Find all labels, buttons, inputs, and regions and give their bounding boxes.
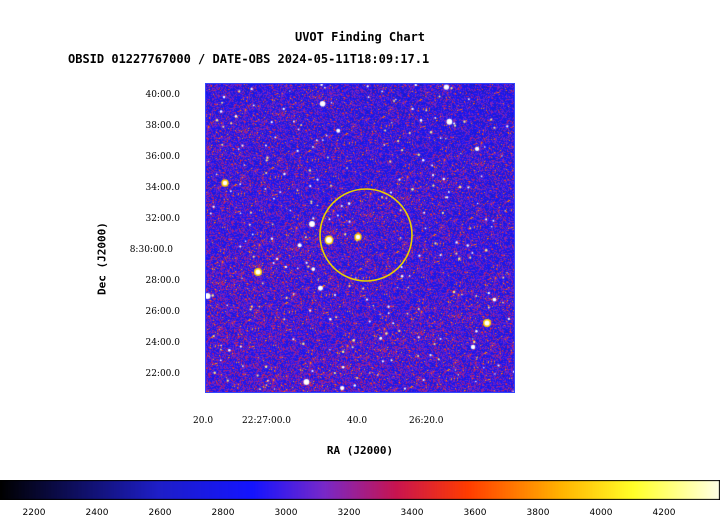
y-tick-6: 28:00.0 — [145, 276, 180, 286]
y-tick-0: 40:00.0 — [145, 90, 180, 100]
cb-tick-0: 2200 — [22, 508, 46, 518]
cb-tick-3: 2800 — [211, 508, 235, 518]
x-tick-0: 20.0 — [193, 416, 214, 426]
x-tick-3: 26:20.0 — [409, 416, 444, 426]
sky-image — [205, 83, 515, 393]
cb-tick-1: 2400 — [85, 508, 109, 518]
y-tick-7: 26:00.0 — [145, 307, 180, 317]
cb-tick-5: 3200 — [337, 508, 361, 518]
cb-tick-4: 3000 — [274, 508, 298, 518]
y-axis-label: Dec (J2000) — [95, 222, 109, 295]
y-tick-5: 8:30:00.0 — [129, 245, 173, 255]
cb-tick-7: 3600 — [463, 508, 487, 518]
chart-title: UVOT Finding Chart — [294, 30, 426, 44]
target-circle — [319, 188, 413, 282]
chart-subtitle: OBSID 01227767000 / DATE-OBS 2024-05-11T… — [68, 52, 430, 66]
x-tick-2: 40.0 — [347, 416, 368, 426]
cb-tick-10: 4200 — [652, 508, 676, 518]
y-tick-2: 36:00.0 — [145, 152, 180, 162]
y-tick-9: 22:00.0 — [145, 369, 180, 379]
y-tick-1: 38:00.0 — [145, 121, 180, 131]
colorbar — [0, 480, 720, 500]
y-tick-8: 24:00.0 — [145, 338, 180, 348]
x-tick-1: 22:27:00.0 — [242, 416, 292, 426]
y-tick-3: 34:00.0 — [145, 183, 180, 193]
cb-tick-6: 3400 — [400, 508, 424, 518]
cb-tick-2: 2600 — [148, 508, 172, 518]
y-tick-4: 32:00.0 — [145, 214, 180, 224]
x-axis-label: RA (J2000) — [326, 444, 394, 457]
target-overlay — [205, 83, 515, 393]
image-border — [205, 83, 515, 393]
cb-tick-8: 3800 — [526, 508, 550, 518]
cb-tick-9: 4000 — [589, 508, 613, 518]
